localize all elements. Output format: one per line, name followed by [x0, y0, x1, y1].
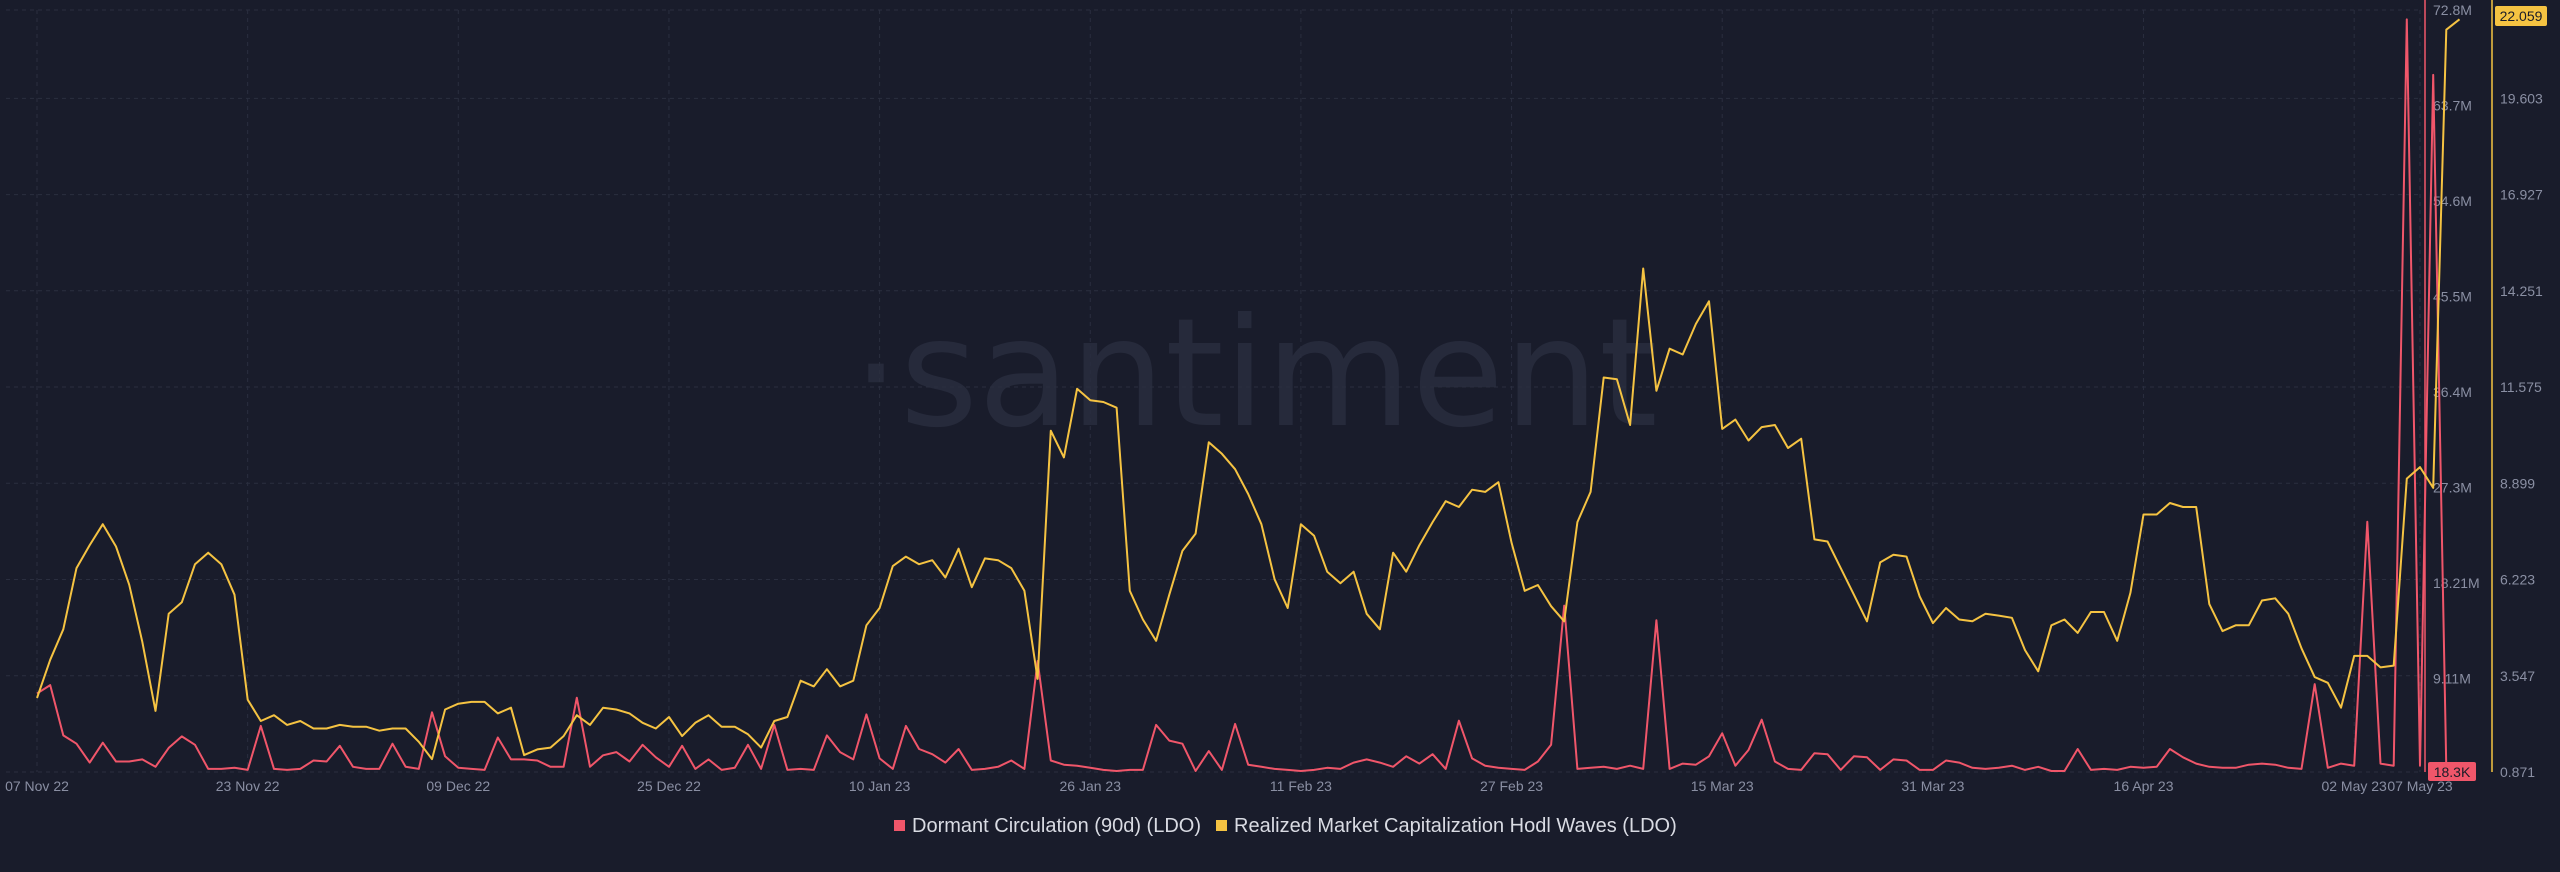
y-right-tick-label: 11.575: [2500, 379, 2542, 395]
dormant-badge-text: 18.3K: [2434, 764, 2471, 780]
x-tick-label: 07 May 23: [2387, 778, 2453, 794]
y-left-tick-label: 54.6M: [2433, 193, 2472, 209]
y-left-tick-label: 72.8M: [2433, 2, 2472, 18]
y-left-tick-label: 18.21M: [2433, 575, 2480, 591]
dormant-current-badge: 18.3K: [2428, 762, 2476, 781]
realized-current-badge: 22.059: [2495, 6, 2547, 26]
legend-item-dormant[interactable]: Dormant Circulation (90d) (LDO): [894, 815, 1201, 837]
x-tick-label: 26 Jan 23: [1060, 778, 1122, 794]
dormant-circulation-line: [36, 18, 2460, 773]
x-tick-label: 31 Mar 23: [1901, 778, 1964, 794]
x-tick-label: 27 Feb 23: [1480, 778, 1543, 794]
realized-badge-text: 22.059: [2500, 8, 2543, 24]
x-tick-label: 25 Dec 22: [637, 778, 701, 794]
legend-label: Dormant Circulation (90d) (LDO): [912, 815, 1201, 837]
grid-lines: [6, 9, 2422, 773]
legend-swatch: [894, 820, 905, 831]
x-tick-label: 10 Jan 23: [849, 778, 911, 794]
legend-swatch: [1216, 820, 1227, 831]
y-left-tick-label: 36.4M: [2433, 384, 2472, 400]
axes: 72.8M 63.7M 54.6M 45.5M 36.4M 27.3M 18.21M 9.11…: [5, 0, 2543, 794]
watermark: ·santiment: [852, 287, 1658, 461]
x-tick-label: 16 Apr 23: [2114, 778, 2174, 794]
y-right-tick-label: 6.223: [2500, 572, 2535, 588]
y-right-tick-label: 3.547: [2500, 668, 2535, 684]
y-left-tick-label: 27.3M: [2433, 480, 2472, 496]
y-left-tick-label: 63.7M: [2433, 98, 2472, 114]
realized-hodl-waves-line: [36, 18, 2461, 761]
x-tick-label: 07 Nov 22: [5, 778, 69, 794]
legend-label: Realized Market Capitalization Hodl Wave…: [1234, 815, 1677, 837]
x-tick-label: 23 Nov 22: [216, 778, 280, 794]
y-right-tick-label: 0.871: [2500, 764, 2535, 780]
y-right-tick-label: 8.899: [2500, 475, 2535, 491]
x-tick-label: 02 May 23: [2321, 778, 2387, 794]
y-right-tick-label: 14.251: [2500, 283, 2543, 299]
y-right-tick-label: 16.927: [2500, 187, 2543, 203]
y-right-tick-label: 19.603: [2500, 90, 2543, 106]
current-value-badges: 18.3K 22.059: [2428, 6, 2547, 781]
y-left-tick-label: 9.11M: [2433, 671, 2471, 687]
y-left-tick-label: 45.5M: [2433, 289, 2472, 305]
legend[interactable]: Dormant Circulation (90d) (LDO) Realized …: [894, 815, 1677, 837]
legend-item-realized[interactable]: Realized Market Capitalization Hodl Wave…: [1216, 815, 1677, 837]
x-tick-label: 15 Mar 23: [1691, 778, 1754, 794]
x-tick-label: 11 Feb 23: [1270, 778, 1332, 794]
x-tick-label: 09 Dec 22: [426, 778, 490, 794]
series-lines: [36, 18, 2461, 773]
